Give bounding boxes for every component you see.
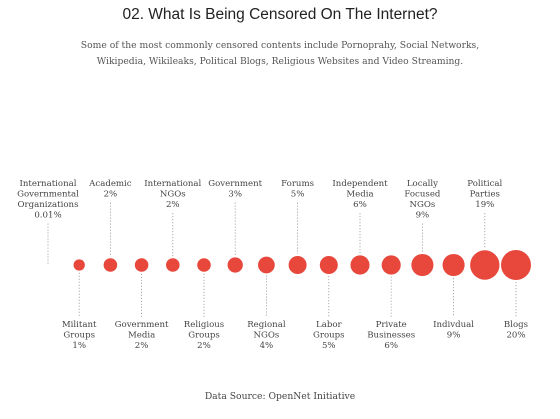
category-label: Political: [467, 179, 502, 189]
bubble: [197, 258, 211, 272]
value-label: 5%: [291, 190, 305, 200]
value-label: 2%: [166, 200, 180, 210]
category-label: Organizations: [17, 200, 78, 210]
value-label: 9%: [416, 211, 430, 221]
category-label: International: [144, 179, 201, 189]
value-label: 6%: [353, 200, 367, 210]
bubble: [501, 250, 531, 280]
bubble: [350, 255, 370, 275]
value-label: 4%: [260, 341, 274, 351]
bubble: [470, 250, 500, 280]
value-label: 1%: [72, 341, 86, 351]
category-label: Locally: [407, 179, 438, 189]
category-label: Regional: [247, 320, 286, 330]
chart-subtitle: Some of the most commonly censored conte…: [80, 40, 480, 67]
category-label: Militant: [62, 320, 97, 330]
category-label: Businesses: [367, 331, 415, 341]
category-label: NGOs: [253, 331, 279, 341]
value-label: 0.01%: [34, 211, 61, 221]
bubble: [134, 258, 149, 272]
value-label: 3%: [228, 190, 242, 200]
category-label: Governmental: [17, 190, 79, 200]
category-label: Parties: [470, 190, 500, 200]
value-label: 5%: [322, 341, 336, 351]
category-label: Government: [208, 179, 262, 189]
category-label: NGOs: [409, 200, 435, 210]
category-label: International: [19, 179, 76, 189]
category-label: NGOs: [160, 190, 186, 200]
category-label: Groups: [63, 331, 95, 341]
value-label: 20%: [506, 331, 525, 341]
value-label: 9%: [447, 331, 461, 341]
category-label: Blogs: [504, 320, 528, 330]
chart-title: 02. What Is Being Censored On The Intern…: [122, 6, 438, 23]
category-label: Private: [376, 320, 407, 330]
bubble: [103, 258, 118, 272]
category-label: Groups: [313, 331, 345, 341]
category-label: Media: [128, 331, 155, 341]
bubble: [227, 257, 243, 273]
category-label: Indivdual: [433, 320, 474, 330]
bubble: [73, 259, 85, 271]
category-label: Groups: [188, 331, 220, 341]
value-label: 2%: [197, 341, 211, 351]
category-label: Focused: [404, 190, 441, 200]
bubble: [258, 256, 275, 274]
bubble: [166, 258, 180, 272]
category-label: Labor: [316, 320, 343, 330]
bubble: [288, 256, 307, 274]
bubble: [442, 253, 465, 277]
category-label: Academic: [88, 179, 132, 189]
bubble: [319, 256, 338, 274]
category-label: Media: [346, 190, 373, 200]
bubble: [381, 255, 401, 275]
value-label: 2%: [135, 341, 149, 351]
category-label: Government: [115, 320, 169, 330]
data-source: Data Source: OpenNet Initiative: [204, 391, 356, 402]
category-label: Forums: [281, 179, 314, 189]
bubble: [411, 253, 434, 277]
value-label: 2%: [104, 190, 118, 200]
value-label: 6%: [384, 341, 398, 351]
value-label: 19%: [475, 200, 494, 210]
category-label: Independent: [332, 179, 388, 189]
category-label: Religious: [184, 320, 224, 330]
